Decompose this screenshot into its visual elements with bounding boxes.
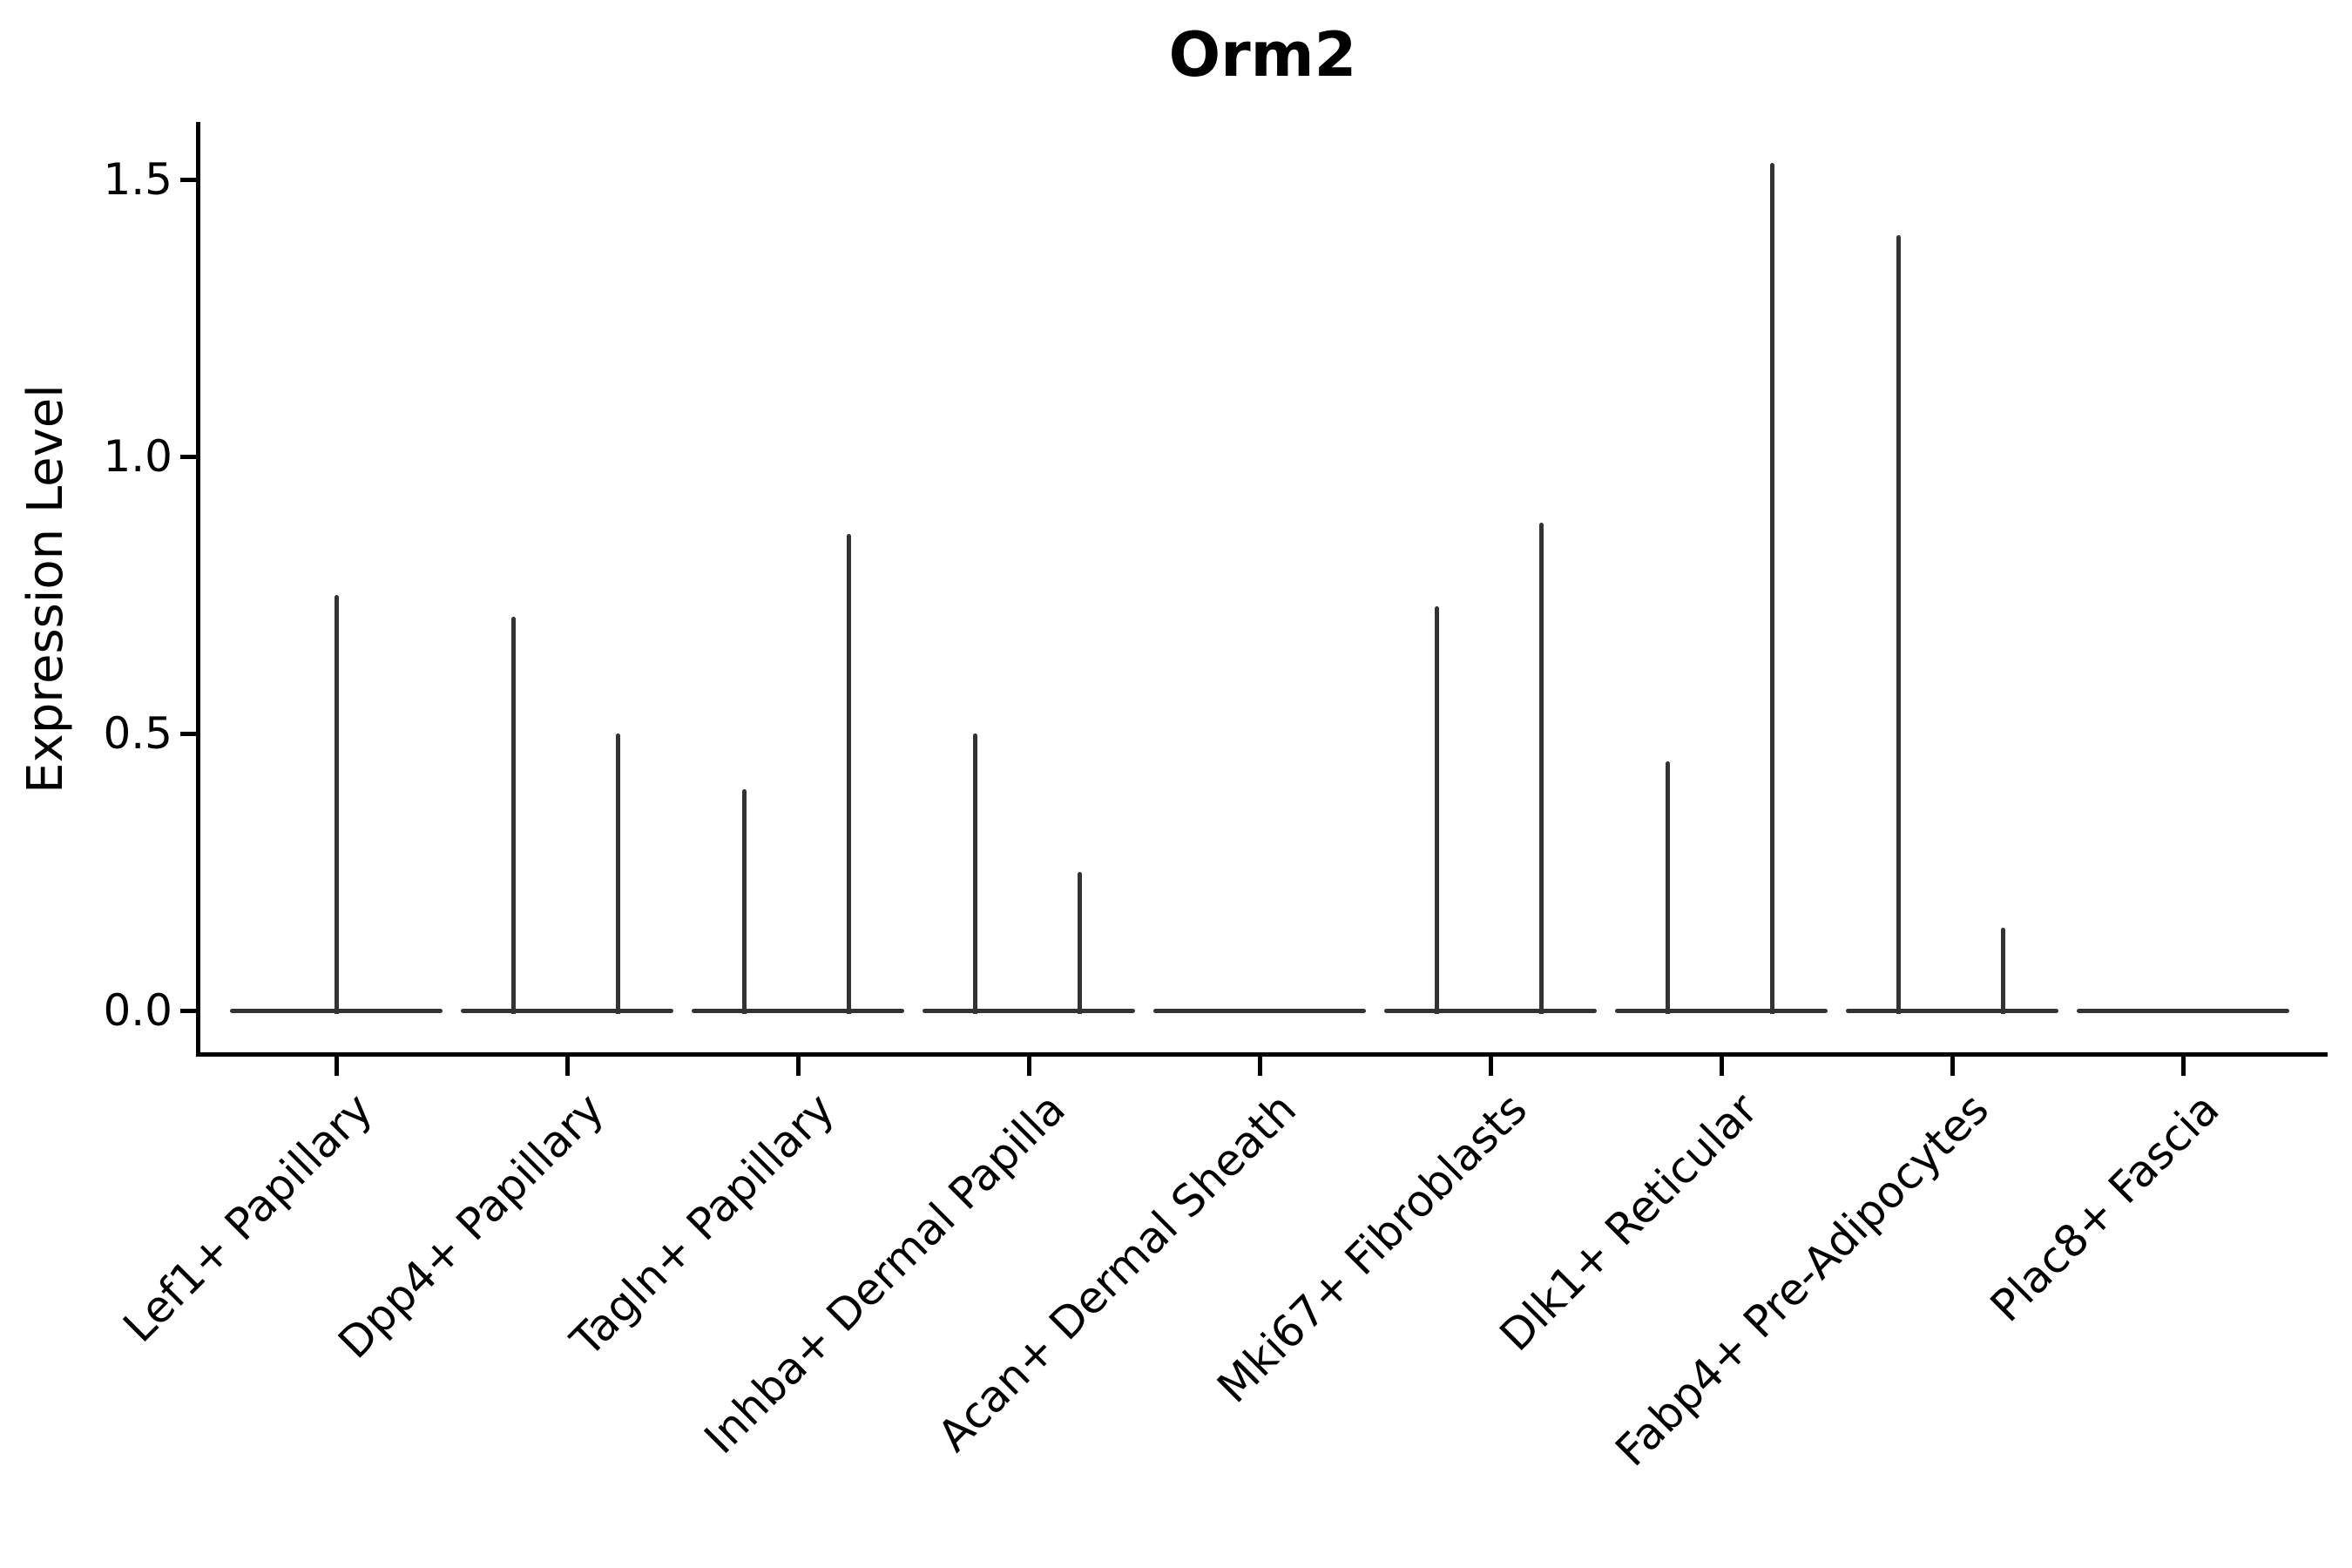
violin-baseline xyxy=(461,1008,673,1013)
x-tick-mark xyxy=(1950,1057,1955,1076)
y-tick-label: 0.0 xyxy=(103,985,172,1036)
y-tick-label: 1.0 xyxy=(103,431,172,482)
x-tick-mark xyxy=(795,1057,801,1076)
violin-baseline xyxy=(2077,1008,2289,1013)
violin-baseline xyxy=(1615,1008,1828,1013)
violin-spike xyxy=(1896,234,1901,1014)
violin-spike xyxy=(1077,872,1082,1014)
violin-spike xyxy=(846,534,851,1014)
y-tick-mark xyxy=(180,731,196,736)
violin-spike xyxy=(334,595,339,1014)
violin-spike xyxy=(1769,162,1774,1014)
violin-spike xyxy=(1434,605,1439,1014)
violin-spike xyxy=(2000,927,2005,1014)
violin-baseline xyxy=(1846,1008,2058,1013)
plot-title: Orm2 xyxy=(1168,19,1357,91)
y-tick-label: 1.5 xyxy=(103,154,172,205)
x-tick-mark xyxy=(1719,1057,1724,1076)
violin-baseline xyxy=(923,1008,1135,1013)
violin-spike xyxy=(741,788,747,1014)
violin-spike xyxy=(1665,760,1670,1014)
x-tick-mark xyxy=(1026,1057,1031,1076)
x-tick-label: Lef1+ Papillary xyxy=(113,1083,382,1352)
y-tick-mark xyxy=(180,454,196,459)
y-tick-label: 0.5 xyxy=(103,708,172,759)
x-tick-label: Dlk1+ Reticular xyxy=(1490,1083,1767,1362)
x-axis-spine xyxy=(196,1052,2328,1057)
y-axis-spine xyxy=(196,122,200,1057)
violin-spike xyxy=(1538,523,1544,1014)
x-tick-label: Fabp4+ Pre-Adipocytes xyxy=(1605,1083,1998,1477)
x-tick-mark xyxy=(334,1057,339,1076)
y-axis-label: Expression Level xyxy=(17,384,74,794)
violin-baseline xyxy=(1153,1008,1366,1013)
x-tick-label: Plac8+ Fascia xyxy=(1981,1083,2229,1332)
x-tick-mark xyxy=(1488,1057,1493,1076)
violin-spike xyxy=(972,733,977,1014)
violin-baseline xyxy=(1384,1008,1597,1013)
y-tick-mark xyxy=(180,1008,196,1013)
x-tick-mark xyxy=(1257,1057,1262,1076)
violin-spike xyxy=(510,617,516,1014)
y-tick-mark xyxy=(180,177,196,182)
violin-baseline xyxy=(692,1008,904,1013)
violin-spike xyxy=(615,733,620,1014)
x-tick-mark xyxy=(564,1057,570,1076)
x-tick-mark xyxy=(2180,1057,2186,1076)
